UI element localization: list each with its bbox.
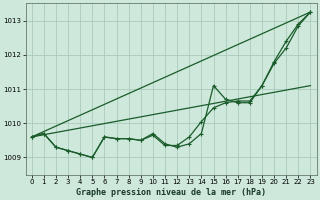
X-axis label: Graphe pression niveau de la mer (hPa): Graphe pression niveau de la mer (hPa): [76, 188, 266, 197]
